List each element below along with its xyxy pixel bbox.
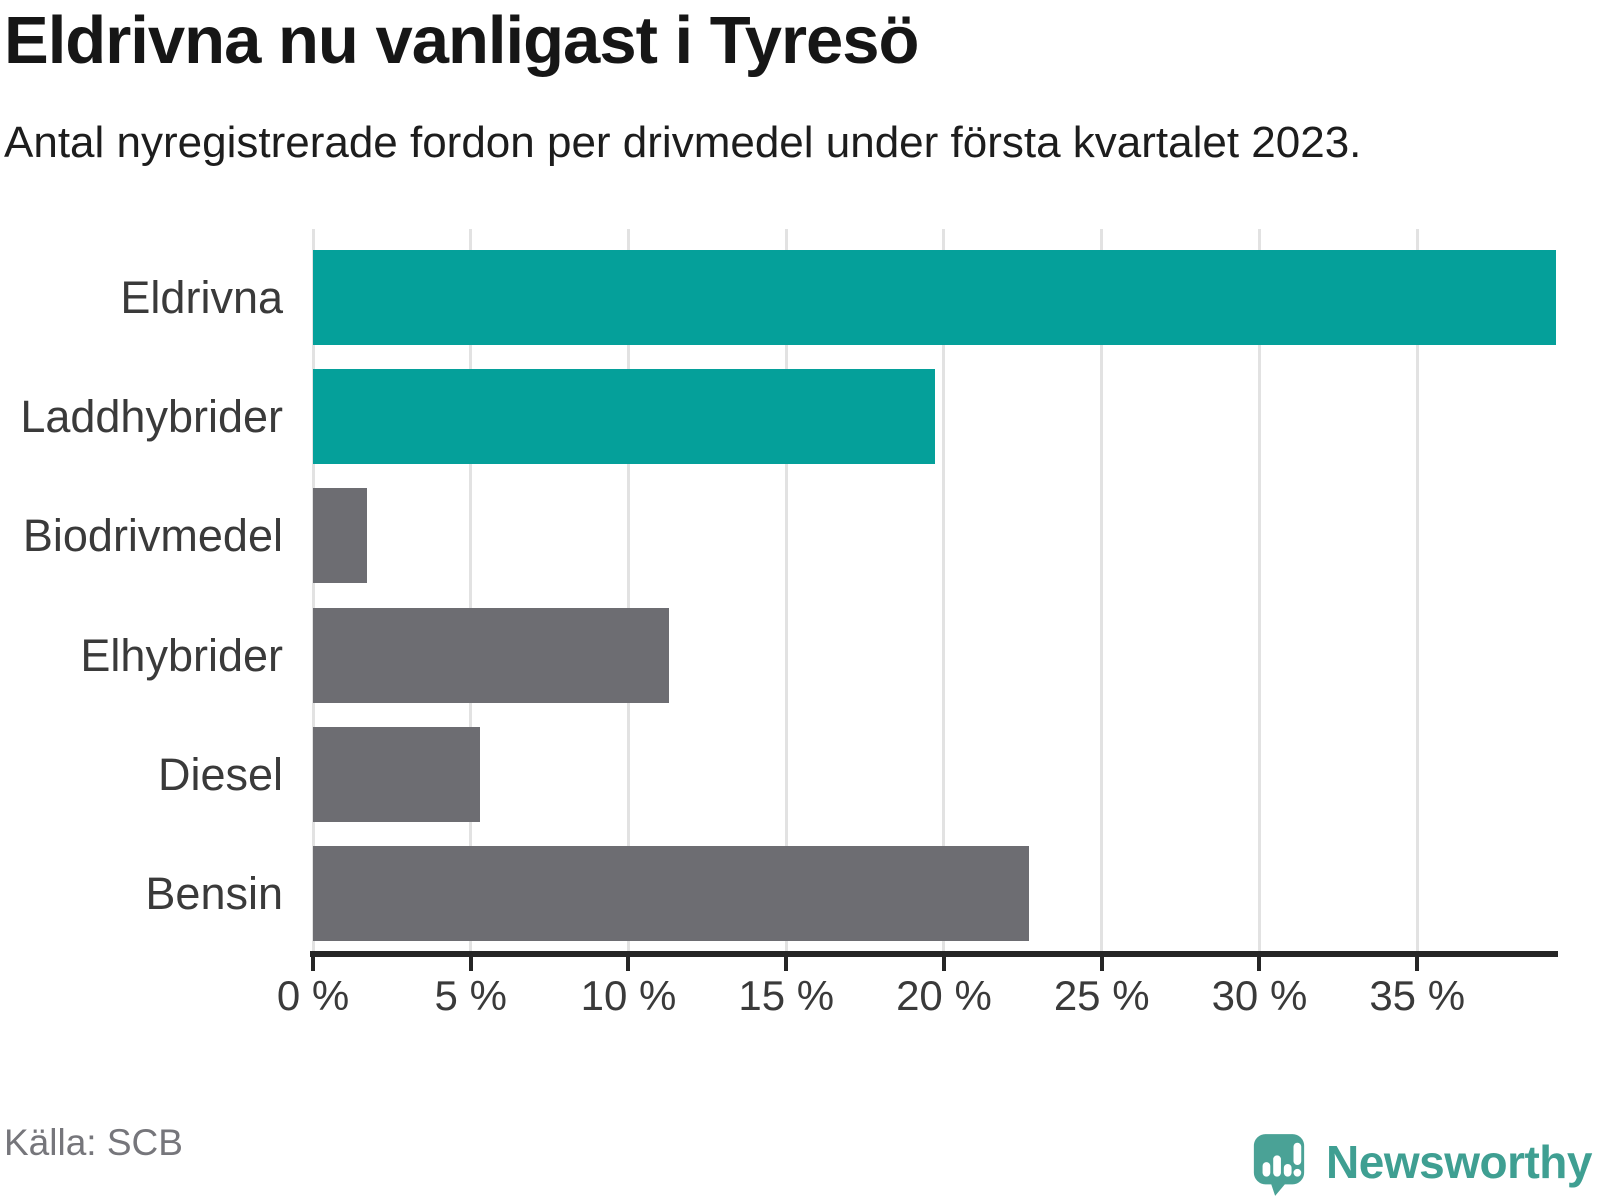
x-axis-tick bbox=[1099, 957, 1104, 971]
gridline bbox=[1257, 229, 1261, 951]
gridline bbox=[469, 229, 473, 951]
bar-bensin bbox=[313, 846, 1030, 941]
x-axis-tick bbox=[626, 957, 631, 971]
chart-title: Eldrivna nu vanligast i Tyresö bbox=[4, 3, 919, 78]
x-axis-tick bbox=[784, 957, 789, 971]
x-axis-tick-label: 30 % bbox=[1211, 972, 1308, 1019]
x-axis-tick bbox=[1257, 957, 1262, 971]
x-axis-tick-label: 15 % bbox=[738, 972, 835, 1019]
gridline bbox=[1415, 229, 1419, 951]
category-label: Laddhybrider bbox=[20, 391, 283, 443]
gridline bbox=[784, 229, 788, 951]
x-axis-tick bbox=[1415, 957, 1420, 971]
brand-wordmark: Newsworthy bbox=[1326, 1136, 1592, 1188]
gridline bbox=[626, 229, 630, 951]
x-axis-tick bbox=[311, 957, 315, 971]
bar-eldrivna bbox=[313, 250, 1556, 345]
chart-subtitle: Antal nyregistrerade fordon per drivmede… bbox=[4, 118, 1362, 167]
gridline bbox=[1100, 229, 1104, 951]
category-labels: Eldrivna Laddhybrider Biodrivmedel Elhybrid… bbox=[0, 229, 283, 951]
x-axis-tick bbox=[468, 957, 473, 971]
x-axis-tick-label: 20 % bbox=[896, 972, 992, 1019]
x-axis-tick-label: 10 % bbox=[580, 972, 677, 1019]
gridline bbox=[942, 229, 946, 951]
plot-area bbox=[311, 229, 1556, 951]
x-axis-tick-label: 0 % bbox=[276, 972, 350, 1019]
bar-laddhybrider bbox=[313, 369, 935, 465]
bar-diesel bbox=[313, 726, 481, 822]
category-label: Bensin bbox=[145, 868, 283, 919]
x-axis-tick bbox=[941, 957, 946, 971]
x-axis-line bbox=[310, 951, 1558, 957]
bar-elhybrider bbox=[313, 607, 670, 703]
x-axis-tick-label: 5 % bbox=[434, 972, 507, 1019]
x-axis-tick-label: 25 % bbox=[1053, 972, 1150, 1019]
category-label: Diesel bbox=[157, 748, 283, 800]
category-label: Biodrivmedel bbox=[22, 510, 283, 562]
category-label: Eldrivna bbox=[120, 272, 283, 323]
newsworthy-logo-icon bbox=[1253, 1134, 1305, 1196]
category-label: Elhybrider bbox=[80, 629, 283, 681]
source-note: Källa: SCB bbox=[4, 1122, 183, 1163]
x-axis-tick-label: 35 % bbox=[1369, 972, 1466, 1019]
brand-lockup: Newsworthy bbox=[1250, 1130, 1592, 1200]
bar-biodrivmedel bbox=[313, 488, 367, 584]
gridline bbox=[311, 229, 315, 951]
